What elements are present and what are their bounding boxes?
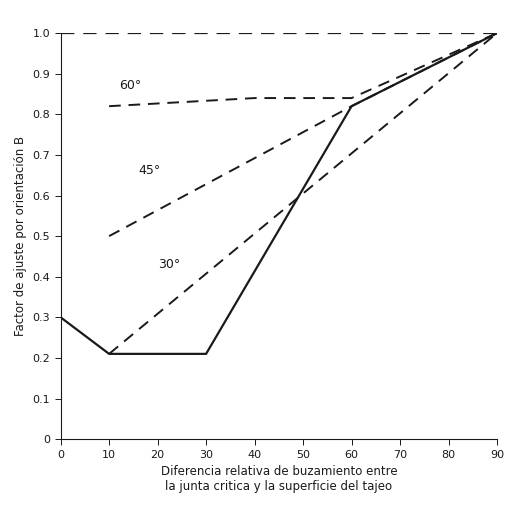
Y-axis label: Factor de ajuste por orientación B: Factor de ajuste por orientación B [14, 136, 27, 336]
Text: 90°: 90° [0, 506, 1, 507]
Text: 60°: 60° [119, 79, 141, 92]
Text: 30°: 30° [157, 258, 180, 271]
Text: Diferencia en rumbo: Diferencia en rumbo [0, 506, 1, 507]
X-axis label: Diferencia relativa de buzamiento entre
la junta critica y la superficie del taj: Diferencia relativa de buzamiento entre … [161, 465, 397, 493]
Text: 45°: 45° [138, 164, 161, 177]
